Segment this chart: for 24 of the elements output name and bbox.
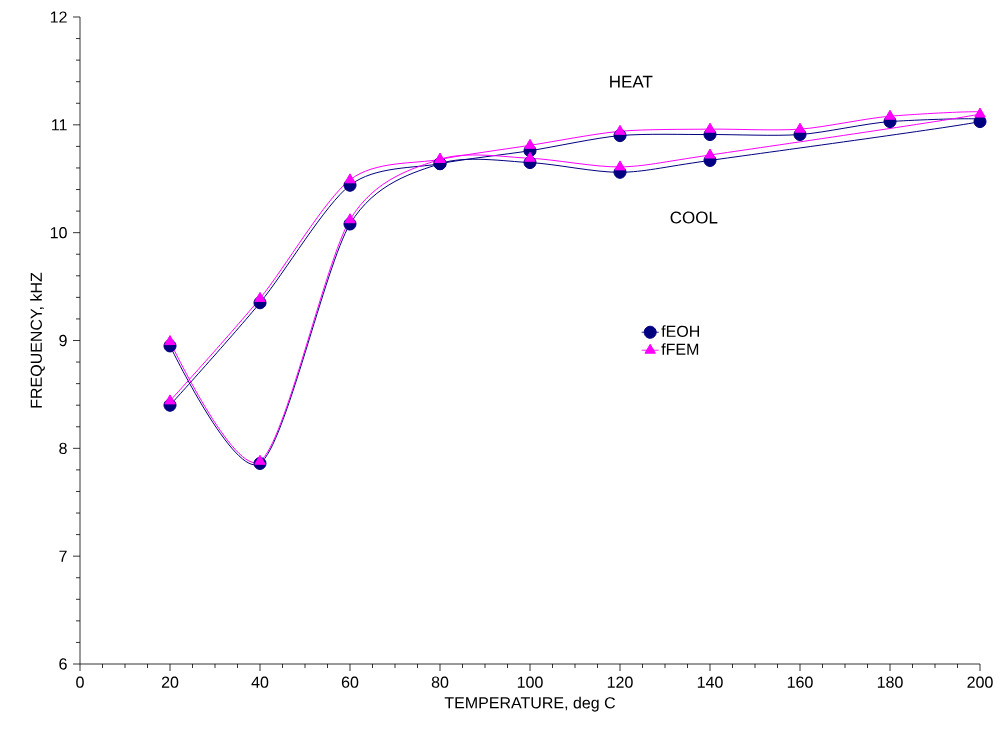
x-axis-title: TEMPERATURE, deg C xyxy=(444,696,616,712)
annotation: COOL xyxy=(670,211,718,224)
x-tick-label: 80 xyxy=(431,676,449,688)
y-tick-label: 9 xyxy=(59,334,67,347)
y-tick-label: 8 xyxy=(59,442,67,454)
x-tick-label: 60 xyxy=(341,676,359,688)
y-tick-label: 12 xyxy=(50,11,67,23)
annotation: HEAT xyxy=(610,75,653,88)
x-tick-label: 100 xyxy=(517,676,543,688)
x-tick-label: 200 xyxy=(967,676,993,688)
x-tick-label: 0 xyxy=(76,676,84,688)
y-tick-label: 11 xyxy=(52,119,67,131)
x-tick-label: 160 xyxy=(787,676,813,688)
x-tick-label: 20 xyxy=(161,676,179,688)
y-tick-label: 10 xyxy=(50,227,67,239)
y-axis-title: FREQUENCY, kHZ xyxy=(30,272,45,408)
x-tick-label: 120 xyxy=(607,676,633,688)
x-tick-label: 40 xyxy=(251,676,269,688)
legend-label: fFEM xyxy=(661,343,699,355)
x-tick-label: 180 xyxy=(877,676,903,688)
y-tick-label: 6 xyxy=(59,658,67,670)
legend-label: fEOH xyxy=(661,325,700,338)
x-tick-label: 140 xyxy=(697,676,723,688)
y-tick-label: 7 xyxy=(59,550,67,562)
